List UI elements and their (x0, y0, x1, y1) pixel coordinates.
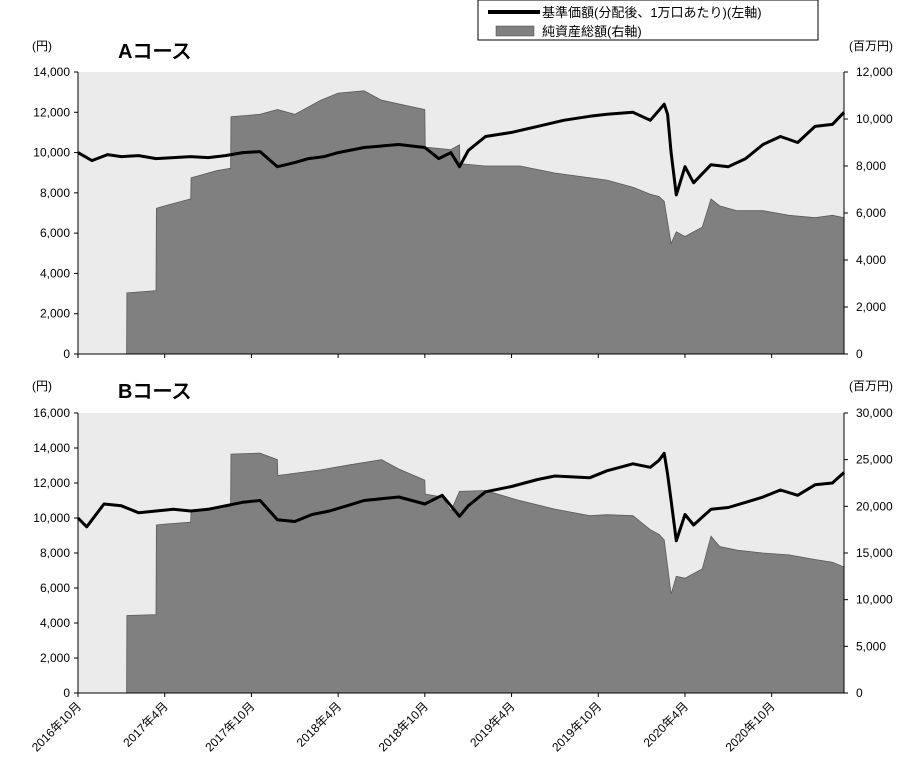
left-tick-label: 12,000 (33, 476, 70, 490)
left-tick-label: 6,000 (40, 581, 70, 595)
chart-a-nav-line (77, 102, 846, 197)
chart-a-left-ticks: 0 2,000 4,000 6,000 8,000 10,000 12,000 14,000 (33, 65, 78, 361)
right-tick-label: 5,000 (856, 639, 886, 653)
left-tick-label: 8,000 (40, 186, 70, 200)
x-tick-label: 2016年10月 (29, 699, 84, 754)
right-tick-label: 10,000 (856, 112, 893, 126)
x-tick-label: 2020年4月 (641, 699, 691, 749)
x-tick-label: 2017年4月 (120, 699, 170, 749)
left-tick-label: 2,000 (40, 307, 70, 321)
left-tick-label: 4,000 (40, 616, 70, 630)
left-tick-label: 2,000 (40, 651, 70, 665)
right-tick-label: 20,000 (856, 499, 893, 513)
right-tick-label: 8,000 (856, 159, 886, 173)
chart-b-title: Bコース (118, 381, 191, 403)
legend: 基準価額(分配後、1万口あたり)(左軸) 純資産総額(右軸) (477, 0, 819, 41)
left-tick-label: 16,000 (33, 406, 70, 420)
chart-b-nav-line (76, 451, 846, 543)
legend-frame (477, 0, 819, 41)
chart-b-x-tickmarks (77, 693, 773, 697)
x-tick-label: 2020年10月 (723, 699, 778, 754)
left-tick-label: 0 (63, 347, 70, 361)
chart-b-right-ticks: 0 5,000 10,000 15,000 20,000 25,000 30,000 (844, 406, 893, 700)
nav-line-series (77, 102, 846, 197)
x-tick-label: 2019年4月 (467, 699, 517, 749)
chart-a-assets-area (78, 90, 845, 355)
right-tick-label: 4,000 (856, 253, 886, 267)
x-tick-label: 2017年10月 (202, 699, 257, 754)
left-tick-label: 8,000 (40, 546, 70, 560)
right-tick-label: 25,000 (856, 453, 893, 467)
right-tick-label: 10,000 (856, 593, 893, 607)
left-tick-label: 12,000 (33, 105, 70, 119)
legend-assets-label: 純資産総額(右軸) (542, 24, 642, 39)
right-tick-label: 15,000 (856, 546, 893, 560)
left-tick-label: 10,000 (33, 511, 70, 525)
left-tick-label: 14,000 (33, 65, 70, 79)
x-tick-label: 2019年10月 (549, 699, 604, 754)
chart-a-title: Aコース (118, 41, 191, 63)
chart-b-left-ticks: 0 2,000 4,000 6,000 8,000 10,000 12,000 14,000 1… (33, 406, 78, 700)
left-tick-label: 10,000 (33, 146, 70, 160)
x-tick-label: 2018年10月 (376, 699, 431, 754)
left-tick-label: 6,000 (40, 226, 70, 240)
chart-b: 0 2,000 4,000 6,000 8,000 10,000 12,000 14,000 1… (32, 379, 893, 700)
left-tick-label: 4,000 (40, 266, 70, 280)
legend-nav-label: 基準価額(分配後、1万口あたり)(左軸) (542, 5, 762, 20)
chart-b-left-unit: (円) (32, 379, 52, 393)
chart-a-right-ticks: 0 2,000 4,000 6,000 8,000 10,000 12,000 (844, 65, 893, 361)
chart-a-x-tickmarks (77, 354, 773, 358)
right-tick-label: 0 (856, 347, 863, 361)
right-tick-label: 6,000 (856, 206, 886, 220)
right-tick-label: 0 (856, 686, 863, 700)
legend-assets-swatch (495, 25, 535, 37)
x-axis-labels: 2016年10月 2017年4月 2017年10月 2018年4月 2018年10月 20… (29, 699, 778, 754)
chart-b-right-unit: (百万円) (849, 379, 893, 393)
left-tick-label: 14,000 (33, 441, 70, 455)
right-tick-label: 2,000 (856, 300, 886, 314)
chart-a-left-unit: (円) (32, 39, 52, 53)
nav-line-series (76, 451, 846, 543)
chart-a-right-unit: (百万円) (849, 39, 893, 53)
right-tick-label: 12,000 (856, 65, 893, 79)
left-tick-label: 0 (63, 686, 70, 700)
chart-a: 02,0004,0006,0008,00010,00012,00014,000 … (32, 39, 893, 361)
assets-area-series (78, 90, 845, 355)
right-tick-label: 30,000 (856, 406, 893, 420)
x-tick-label: 2018年4月 (294, 699, 344, 749)
